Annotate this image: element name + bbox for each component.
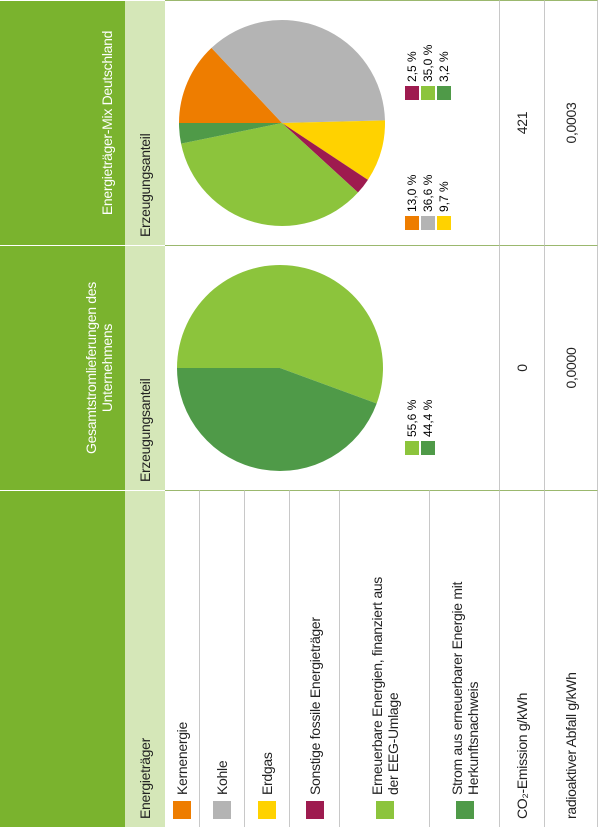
pie-slice: [211, 20, 385, 123]
label-swatch: [421, 441, 435, 455]
value-label: 2,5 %: [405, 51, 419, 82]
pie-slice: [179, 123, 282, 144]
label-swatch: [421, 86, 435, 100]
value-label: 13,0 %: [405, 174, 419, 212]
value-label: 44,4 %: [421, 399, 435, 437]
label-swatch: [437, 216, 451, 230]
pie-slice: [177, 368, 377, 471]
label-swatch: [437, 86, 451, 100]
value-label: 55,6 %: [405, 399, 419, 437]
value-label: 9,7 %: [437, 181, 451, 212]
pie-slice: [282, 123, 368, 193]
label-swatch: [405, 441, 419, 455]
value-label: 3,2 %: [437, 51, 451, 82]
label-swatch: [405, 216, 419, 230]
pie-slice: [181, 123, 358, 226]
value-label: 35,0 %: [421, 44, 435, 82]
label-swatch: [421, 216, 435, 230]
pie-slice: [179, 47, 282, 123]
value-label: 36,6 %: [421, 174, 435, 212]
pie-slice: [177, 265, 383, 404]
label-swatch: [405, 86, 419, 100]
pie-slice: [282, 120, 385, 180]
